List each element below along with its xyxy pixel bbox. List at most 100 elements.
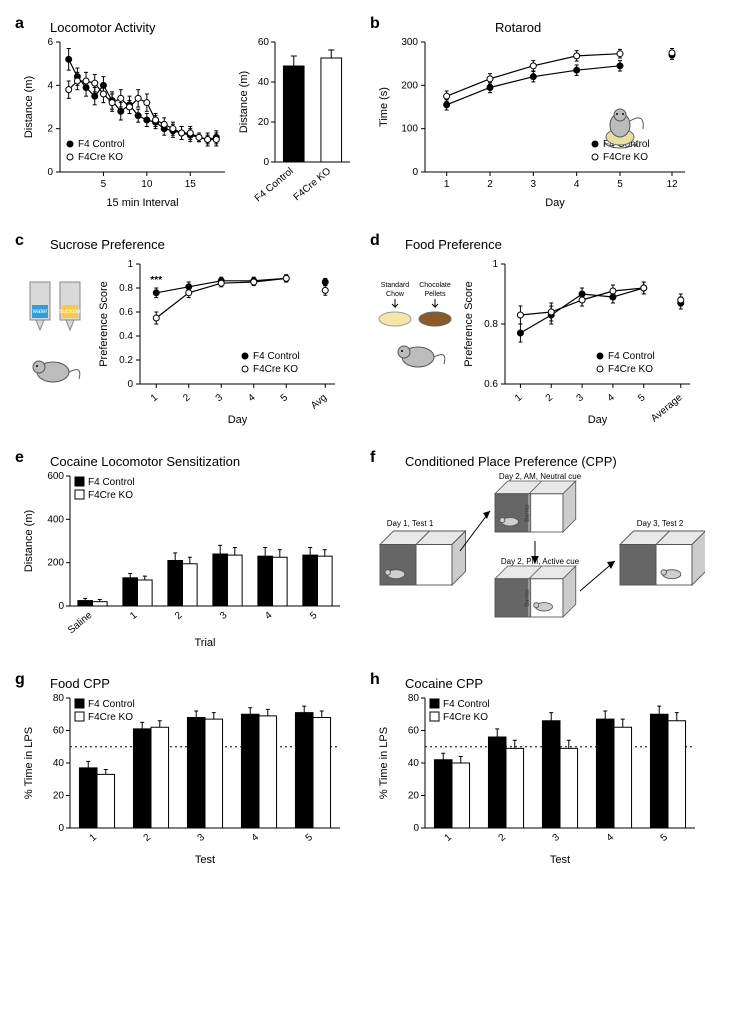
- svg-text:0.2: 0.2: [119, 355, 133, 366]
- svg-text:Distance (m): Distance (m): [238, 71, 250, 133]
- panel-b: b Rotarod 01002003001234512DayTime (s)F4…: [375, 20, 710, 212]
- svg-text:0: 0: [263, 157, 269, 168]
- svg-text:20: 20: [408, 791, 420, 802]
- svg-text:F4 Control: F4 Control: [253, 166, 296, 204]
- svg-text:2: 2: [487, 179, 493, 190]
- panel-d-title: Food Preference: [405, 237, 710, 252]
- svg-text:Time (s): Time (s): [378, 87, 390, 127]
- svg-text:5: 5: [617, 179, 623, 190]
- svg-text:0.6: 0.6: [119, 307, 133, 318]
- svg-text:Saline: Saline: [66, 610, 95, 637]
- panel-g-title: Food CPP: [50, 676, 355, 691]
- panel-d-label: d: [370, 232, 380, 250]
- panel-h: h Cocaine CPP 020406080% Time in LPSTest…: [375, 676, 710, 868]
- panel-b-chart: 01002003001234512DayTime (s)F4 ControlF4…: [375, 37, 705, 212]
- svg-text:3: 3: [531, 179, 537, 190]
- svg-text:Day 2, PM, Active cue: Day 2, PM, Active cue: [501, 557, 580, 566]
- svg-text:20: 20: [258, 117, 270, 128]
- svg-text:100: 100: [401, 124, 418, 135]
- svg-text:1: 1: [492, 259, 498, 270]
- svg-text:1: 1: [443, 832, 455, 844]
- panel-h-title: Cocaine CPP: [405, 676, 710, 691]
- svg-text:F4Cre KO: F4Cre KO: [78, 152, 123, 163]
- svg-text:F4 Control: F4 Control: [608, 351, 655, 362]
- svg-text:0: 0: [58, 823, 64, 834]
- svg-text:F4 Control: F4 Control: [78, 139, 125, 150]
- svg-text:F4Cre KO: F4Cre KO: [88, 490, 133, 501]
- svg-text:400: 400: [47, 514, 64, 525]
- panel-e-chart: 0200400600Distance (m)TrialSaline12345F4…: [20, 471, 350, 651]
- panel-f-diagram: Day 1, Test 1BarrierDay 2, AM, Neutral c…: [375, 471, 705, 641]
- svg-text:Average: Average: [649, 392, 685, 425]
- svg-text:1: 1: [128, 610, 140, 622]
- svg-text:10: 10: [141, 179, 153, 190]
- sucrose-diagram: water sucrose: [20, 277, 95, 407]
- svg-text:F4 Control: F4 Control: [443, 699, 490, 710]
- svg-text:1: 1: [88, 832, 100, 844]
- svg-text:80: 80: [408, 693, 420, 704]
- svg-text:Day 1, Test 1: Day 1, Test 1: [387, 519, 434, 528]
- svg-text:0: 0: [47, 167, 53, 178]
- svg-text:0: 0: [412, 167, 418, 178]
- panel-c-title: Sucrose Preference: [50, 237, 355, 252]
- svg-text:Barrier: Barrier: [525, 589, 531, 607]
- svg-text:2: 2: [142, 832, 154, 844]
- panel-c-label: c: [15, 232, 24, 250]
- panel-a: a Locomotor Activity 02465101515 min Int…: [20, 20, 355, 212]
- svg-text:sucrose: sucrose: [59, 309, 81, 315]
- svg-text:1: 1: [444, 179, 450, 190]
- svg-text:% Time in LPS: % Time in LPS: [378, 727, 390, 799]
- panel-e-title: Cocaine Locomotor Sensitization: [50, 454, 355, 469]
- svg-text:water: water: [32, 309, 48, 315]
- food-diagram: StandardChowChocolatePellets: [375, 277, 460, 407]
- svg-text:60: 60: [258, 37, 270, 48]
- svg-text:4: 4: [246, 392, 258, 404]
- svg-text:Trial: Trial: [195, 637, 216, 649]
- svg-text:F4Cre KO: F4Cre KO: [292, 166, 334, 204]
- svg-text:3: 3: [551, 832, 563, 844]
- panel-f-label: f: [370, 449, 375, 467]
- panel-g-label: g: [15, 671, 25, 689]
- svg-text:0: 0: [413, 823, 419, 834]
- panel-d-chart: 0.60.8112345AverageDayPreference ScoreF4…: [460, 254, 705, 429]
- svg-text:4: 4: [605, 392, 617, 404]
- svg-text:Day: Day: [588, 414, 608, 426]
- svg-text:40: 40: [53, 758, 65, 769]
- svg-text:200: 200: [47, 558, 64, 569]
- svg-text:60: 60: [53, 726, 65, 737]
- svg-text:3: 3: [575, 392, 587, 404]
- panel-a-title: Locomotor Activity: [50, 20, 355, 35]
- panel-c-chart: 00.20.40.60.8112345AvgDayPreference Scor…: [95, 254, 350, 429]
- panel-g-chart: 020406080% Time in LPSTest12345F4 Contro…: [20, 693, 350, 868]
- svg-text:Distance (m): Distance (m): [23, 510, 35, 572]
- panel-h-label: h: [370, 671, 380, 689]
- panel-e: e Cocaine Locomotor Sensitization 020040…: [20, 454, 355, 651]
- svg-text:15: 15: [185, 179, 197, 190]
- svg-text:0: 0: [58, 601, 64, 612]
- svg-text:1: 1: [149, 392, 161, 404]
- svg-text:12: 12: [666, 179, 678, 190]
- svg-text:5: 5: [101, 179, 107, 190]
- panel-f: f Conditioned Place Preference (CPP) Day…: [375, 454, 710, 651]
- svg-text:Preference Score: Preference Score: [98, 281, 110, 367]
- panel-c: c Sucrose Preference watersucrose 00.20.…: [20, 237, 355, 429]
- svg-text:6: 6: [47, 37, 53, 48]
- svg-text:80: 80: [53, 693, 65, 704]
- svg-text:5: 5: [636, 392, 648, 404]
- svg-text:2: 2: [181, 392, 193, 404]
- svg-text:F4 Control: F4 Control: [88, 477, 135, 488]
- svg-text:600: 600: [47, 471, 64, 482]
- svg-text:Avg: Avg: [309, 392, 329, 411]
- svg-text:4: 4: [250, 832, 262, 844]
- svg-text:2: 2: [544, 392, 556, 404]
- svg-text:F4 Control: F4 Control: [88, 699, 135, 710]
- svg-text:60: 60: [408, 726, 420, 737]
- svg-text:0: 0: [127, 379, 133, 390]
- svg-text:2: 2: [173, 610, 185, 622]
- svg-text:4: 4: [574, 179, 580, 190]
- svg-text:5: 5: [279, 392, 291, 404]
- svg-text:0.6: 0.6: [484, 379, 498, 390]
- svg-text:F4Cre KO: F4Cre KO: [88, 712, 133, 723]
- panel-e-label: e: [15, 449, 24, 467]
- panel-b-title: Rotarod: [495, 20, 710, 35]
